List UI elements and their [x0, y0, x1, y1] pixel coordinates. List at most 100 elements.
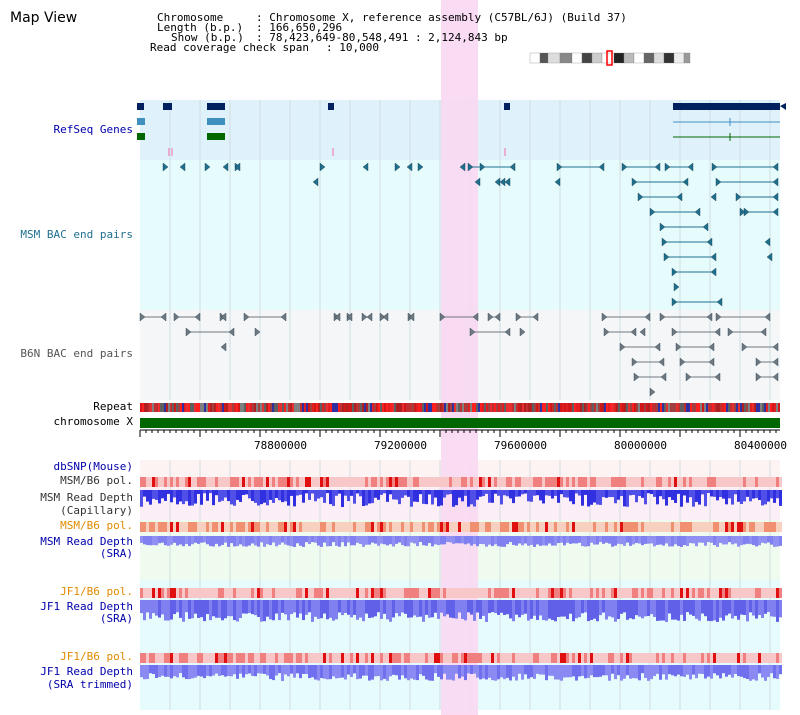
polymorphism-block [365, 653, 368, 663]
repeat-block [358, 403, 360, 412]
polymorphism-block [467, 653, 470, 663]
bac-end [772, 177, 779, 187]
polymorphism-block [737, 653, 740, 663]
polymorphism-block [353, 522, 356, 532]
read-depth-bar [518, 490, 521, 497]
read-depth-bar [317, 600, 320, 619]
read-depth-bar [638, 536, 641, 544]
repeat-block [580, 403, 582, 412]
polymorphism-block [647, 522, 650, 532]
bac-end [515, 312, 522, 322]
read-depth-bar [485, 665, 488, 680]
polymorphism-block [656, 653, 659, 663]
read-depth-bar [320, 600, 323, 619]
polymorphism-block [188, 477, 191, 487]
polymorphism-block [500, 477, 503, 487]
polymorphism-block [578, 653, 581, 663]
read-depth-bar [191, 665, 194, 679]
bac-end [654, 342, 661, 352]
polymorphism-block [518, 522, 521, 532]
polymorphism-block [197, 653, 200, 663]
read-depth-bar [371, 665, 374, 680]
read-depth-bar [668, 665, 671, 675]
polymorphism-block [566, 522, 569, 532]
repeat-block [146, 403, 148, 412]
repeat-block [710, 403, 712, 412]
polymorphism-block [179, 522, 182, 532]
read-depth-bar [497, 536, 500, 547]
polymorphism-block [167, 653, 170, 663]
read-depth-bar [182, 600, 185, 622]
read-depth-bar [176, 536, 179, 546]
track-label-b6n-bac[interactable]: B6N BAC end pairs [20, 347, 133, 360]
read-depth-bar [704, 536, 707, 546]
read-depth-bar [662, 665, 665, 675]
read-depth-bar [194, 600, 197, 614]
polymorphism-block [479, 477, 482, 487]
read-depth-bar [725, 490, 728, 505]
repeat-block [232, 403, 234, 412]
polymorphism-block [569, 522, 572, 532]
read-depth-bar [257, 536, 260, 547]
read-depth-bar [566, 490, 569, 498]
read-depth-bar [182, 665, 185, 678]
read-depth-bar [383, 665, 386, 679]
polymorphism-block [626, 522, 629, 532]
polymorphism-block [194, 522, 197, 532]
polymorphism-block [587, 477, 590, 487]
polymorphism-block [278, 588, 281, 598]
track-label-dbsnp[interactable]: dbSNP(Mouse) [53, 460, 133, 473]
repeat-block [700, 403, 702, 412]
read-depth-bar [284, 665, 287, 675]
read-depth-bar [179, 536, 182, 545]
bac-end [764, 237, 771, 247]
polymorphism-block [731, 588, 734, 598]
read-depth-bar [599, 665, 602, 677]
read-depth-bar [353, 536, 356, 546]
polymorphism-block [488, 477, 491, 487]
polymorphism-block [449, 588, 452, 598]
read-depth-bar [173, 665, 176, 677]
repeat-block [502, 403, 504, 412]
read-depth-bar [323, 536, 326, 543]
repeat-block [220, 403, 222, 412]
read-depth-bar [767, 490, 770, 502]
track-label-msm-bac[interactable]: MSM BAC end pairs [20, 228, 133, 241]
polymorphism-block [755, 588, 758, 598]
read-depth-bar [521, 490, 524, 495]
read-depth-bar [152, 665, 155, 675]
polymorphism-block [548, 588, 551, 598]
read-depth-bar [203, 536, 206, 543]
read-depth-bar [491, 665, 494, 681]
polymorphism-block [443, 653, 446, 663]
bac-end [459, 162, 466, 172]
refseq-gene [328, 103, 334, 110]
repeat-block [530, 403, 532, 412]
polymorphism-block [749, 522, 752, 532]
read-depth-bar [422, 665, 425, 676]
polymorphism-block [251, 477, 254, 487]
read-depth-bar [602, 536, 605, 544]
track-label-msm-depth-sra: MSM Read Depth [40, 535, 133, 548]
read-depth-bar [611, 600, 614, 618]
polymorphism-block [191, 477, 194, 487]
repeat-block [316, 403, 318, 412]
repeat-block [778, 403, 780, 412]
bac-end [637, 192, 644, 202]
polymorphism-block [737, 588, 740, 598]
track-label-refseq[interactable]: RefSeq Genes [53, 123, 133, 136]
repeat-block [206, 403, 208, 412]
read-depth-bar [758, 490, 761, 501]
read-depth-bar [674, 665, 677, 677]
polymorphism-block [662, 588, 665, 598]
repeat-block [740, 403, 742, 412]
read-depth-bar [548, 490, 551, 496]
repeat-block [722, 403, 724, 412]
polymorphism-block [305, 477, 308, 487]
read-depth-bar [281, 536, 284, 543]
read-depth-bar [764, 536, 767, 544]
bac-end [394, 162, 401, 172]
repeat-block [258, 403, 260, 412]
